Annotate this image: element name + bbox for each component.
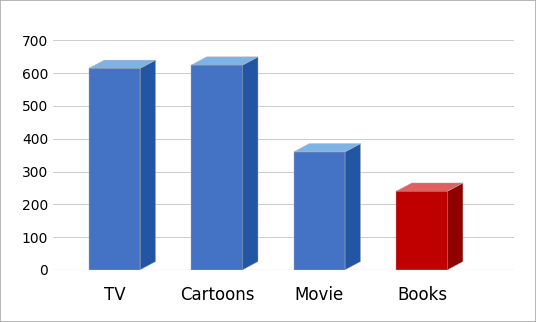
Bar [89,68,140,270]
Bar [191,65,243,270]
Polygon shape [243,57,258,270]
Bar [396,191,448,270]
Polygon shape [448,183,463,270]
Polygon shape [140,60,155,270]
Bar [294,152,345,270]
Polygon shape [345,144,361,270]
Polygon shape [191,57,258,65]
Polygon shape [396,183,463,191]
Polygon shape [294,144,361,152]
Polygon shape [89,60,155,68]
